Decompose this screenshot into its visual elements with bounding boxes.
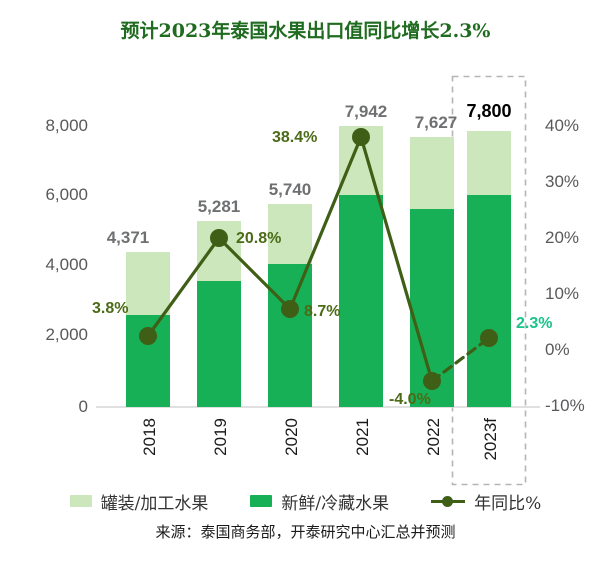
bar-total-label: 5,740 <box>269 180 312 199</box>
bar-total-label-forecast: 7,800 <box>466 101 511 121</box>
y-axis-right-tick: 40% <box>545 116 579 135</box>
legend-item-yoy[interactable]: 年同比% <box>431 489 541 514</box>
bar-segment-fresh <box>467 195 511 407</box>
source-note: 来源：泰国商务部，开泰研究中心汇总并预测 <box>155 523 456 541</box>
forecast-highlight-box <box>451 75 527 486</box>
yoy-data-point <box>423 372 441 390</box>
x-axis-label: 2021 <box>353 418 372 456</box>
yoy-value-label: 20.8% <box>236 230 281 247</box>
y-axis-left-tick: 4,000 <box>45 255 88 274</box>
yoy-data-point <box>210 229 228 247</box>
x-axis-label: 2020 <box>282 418 301 456</box>
legend-line-dot-icon <box>431 495 466 507</box>
legend-swatch-canned-icon <box>69 495 92 507</box>
bar-segment-fresh <box>197 281 241 407</box>
y-axis-right-tick: -10% <box>545 396 585 415</box>
x-axis-label: 2019 <box>211 418 230 456</box>
yoy-value-label: 8.7% <box>304 303 340 320</box>
bar-segment-canned <box>410 137 454 209</box>
chart-plot-area: 8,000 6,000 4,000 2,000 0 40% 30% 20% 10… <box>45 75 585 486</box>
y-axis-left-tick: 0 <box>79 397 88 416</box>
legend-swatch-fresh-icon <box>250 495 273 507</box>
bar-total-label: 7,627 <box>415 113 458 132</box>
bar-total-label: 4,371 <box>107 228 150 247</box>
y-axis-left-tick: 6,000 <box>45 185 88 204</box>
bar-segment-fresh <box>339 195 383 407</box>
legend-item-fresh[interactable]: 新鲜/冷藏水果 <box>250 489 389 514</box>
chart-title: 预计2023年泰国水果出口值同比增长2.3% <box>120 20 491 42</box>
y-axis-left-tick: 2,000 <box>45 325 88 344</box>
y-axis-right-tick: 20% <box>545 228 579 247</box>
yoy-data-point <box>139 327 157 345</box>
y-axis-right-tick: 10% <box>545 284 579 303</box>
chart-legend: 罐装/加工水果 新鲜/冷藏水果 年同比% <box>0 487 611 515</box>
yoy-value-label: 38.4% <box>272 129 317 146</box>
yoy-value-label: -4.0% <box>389 391 431 408</box>
yoy-line-dashed-forecast <box>430 336 491 383</box>
bar-segment-canned <box>268 204 312 264</box>
bar-total-label: 5,281 <box>198 197 241 216</box>
legend-label: 罐装/加工水果 <box>100 493 209 514</box>
yoy-value-label: 3.8% <box>92 300 128 317</box>
yoy-data-point <box>281 300 299 318</box>
bar-segment-fresh <box>268 264 312 407</box>
legend-label: 年同比% <box>474 493 542 514</box>
yoy-data-point <box>352 128 370 146</box>
bar-segment-canned <box>467 131 511 195</box>
x-axis-label: 2018 <box>140 418 159 456</box>
x-axis-label: 2022 <box>424 418 443 456</box>
x-axis-label: 2023f <box>481 418 500 461</box>
legend-item-canned[interactable]: 罐装/加工水果 <box>69 489 209 514</box>
yoy-value-label-forecast: 2.3% <box>516 315 552 332</box>
legend-label: 新鲜/冷藏水果 <box>281 493 390 514</box>
y-axis-left-tick: 8,000 <box>45 116 88 135</box>
bar-segment-canned <box>126 252 170 315</box>
yoy-data-point <box>480 329 498 347</box>
bar-total-label: 7,942 <box>345 102 388 121</box>
y-axis-right-tick: 0% <box>545 340 570 359</box>
y-axis-right-tick: 30% <box>545 172 579 191</box>
